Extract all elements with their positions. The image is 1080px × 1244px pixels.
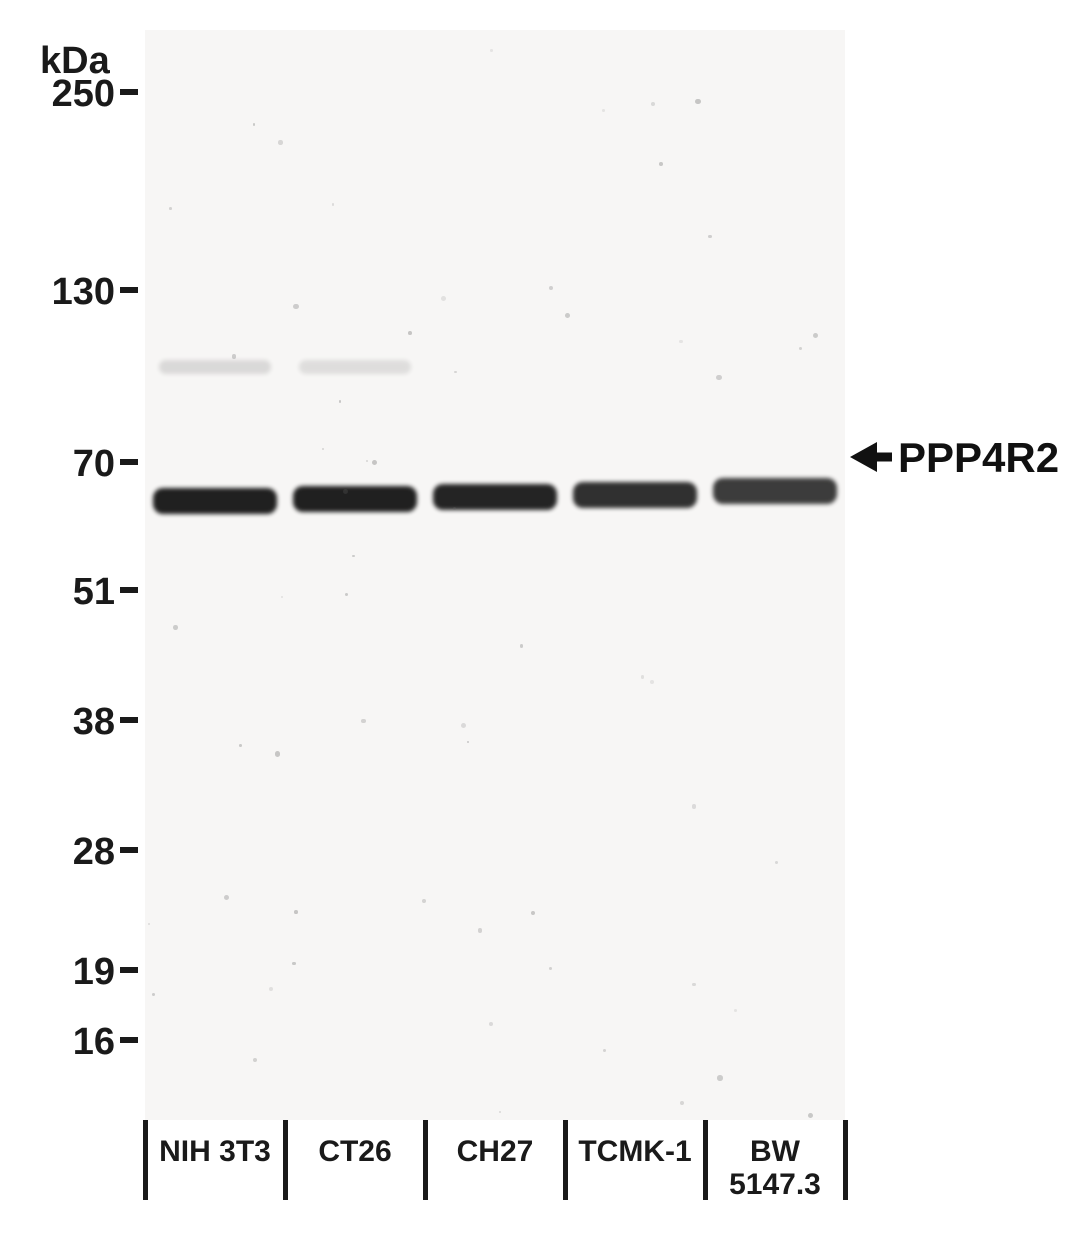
noise-speckle: [294, 910, 298, 914]
noise-speckle: [520, 644, 523, 647]
faint-band: [159, 360, 271, 374]
noise-speckle: [478, 928, 482, 932]
y-tick-label: 19: [0, 951, 115, 994]
y-tick-label: 28: [0, 831, 115, 874]
noise-speckle: [253, 123, 256, 126]
noise-speckle: [352, 555, 355, 558]
noise-speckle: [339, 400, 341, 402]
noise-speckle: [422, 899, 426, 903]
faint-band: [299, 360, 411, 374]
y-tick-mark: [120, 89, 138, 95]
noise-speckle: [695, 99, 700, 104]
y-tick-label: 130: [0, 271, 115, 314]
y-tick-mark: [120, 717, 138, 723]
y-tick-mark: [120, 1037, 138, 1043]
main-band: [153, 488, 277, 514]
main-band: [573, 482, 697, 508]
arrow-left-icon: [850, 434, 892, 482]
y-tick-label: 70: [0, 443, 115, 486]
noise-speckle: [650, 680, 654, 684]
noise-speckle: [659, 162, 663, 166]
noise-speckle: [361, 719, 366, 724]
noise-speckle: [641, 675, 644, 678]
noise-speckle: [454, 371, 457, 374]
noise-speckle: [332, 203, 334, 205]
y-tick-label: 38: [0, 701, 115, 744]
main-band: [713, 478, 837, 504]
lane-label: CH27: [425, 1135, 565, 1168]
noise-speckle: [549, 967, 552, 970]
y-tick-mark: [120, 967, 138, 973]
noise-speckle: [372, 460, 377, 465]
noise-speckle: [461, 723, 466, 728]
noise-speckle: [813, 333, 818, 338]
noise-speckle: [467, 741, 469, 743]
main-band: [433, 484, 557, 510]
y-tick-mark: [120, 287, 138, 293]
western-blot-figure: kDa 250130705138281916 NIH 3T3CT26CH27TC…: [0, 0, 1080, 1244]
noise-speckle: [603, 1049, 606, 1052]
noise-speckle: [441, 296, 446, 301]
noise-speckle: [602, 109, 605, 112]
noise-speckle: [293, 304, 298, 309]
noise-speckle: [269, 987, 273, 991]
y-tick-label: 51: [0, 571, 115, 614]
noise-speckle: [173, 625, 178, 630]
noise-speckle: [278, 140, 282, 144]
lane-label: CT26: [285, 1135, 425, 1168]
lane-label: BW5147.3: [705, 1135, 845, 1201]
y-tick-label: 16: [0, 1021, 115, 1064]
noise-speckle: [680, 1101, 684, 1105]
noise-speckle: [490, 49, 493, 52]
y-tick-mark: [120, 587, 138, 593]
noise-speckle: [408, 331, 412, 335]
lane-label: TCMK-1: [565, 1135, 705, 1168]
lane-label: NIH 3T3: [145, 1135, 285, 1168]
annotation-text: PPP4R2: [898, 434, 1059, 482]
y-tick-label: 250: [0, 73, 115, 116]
y-tick-mark: [120, 459, 138, 465]
noise-speckle: [499, 1111, 501, 1113]
blot-membrane: [145, 30, 845, 1120]
y-tick-mark: [120, 847, 138, 853]
main-band: [293, 486, 417, 512]
noise-speckle: [679, 340, 682, 343]
noise-speckle: [808, 1113, 813, 1118]
noise-speckle: [239, 744, 242, 747]
noise-speckle: [148, 923, 150, 925]
noise-speckle: [717, 1075, 723, 1081]
band-annotation: PPP4R2: [850, 434, 1059, 482]
noise-speckle: [565, 313, 570, 318]
